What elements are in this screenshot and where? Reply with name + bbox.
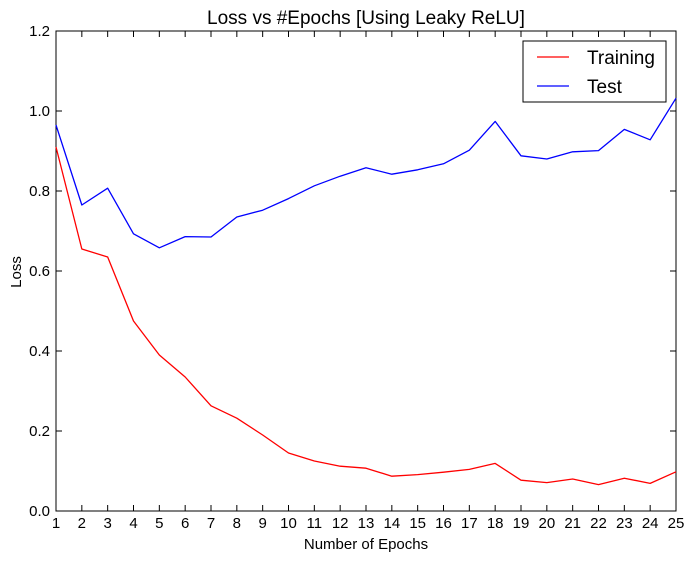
y-tick-label: 0.0 <box>29 503 50 520</box>
y-tick-label: 0.2 <box>29 423 50 440</box>
x-axis-label: Number of Epochs <box>304 536 428 553</box>
x-tick-label: 19 <box>513 515 530 532</box>
legend-box <box>522 40 667 103</box>
x-tick-label: 15 <box>409 515 426 532</box>
legend: Training Test <box>522 40 667 103</box>
x-tick-label: 21 <box>564 515 581 532</box>
x-tick-label: 24 <box>642 515 659 532</box>
legend-label-training: Training <box>587 48 655 69</box>
legend-label-test: Test <box>587 77 623 98</box>
x-tick-label: 17 <box>461 515 478 532</box>
x-tick-label: 20 <box>538 515 555 532</box>
plot-area <box>55 30 677 512</box>
x-tick-label: 3 <box>103 515 111 532</box>
x-tick-label: 4 <box>129 515 137 532</box>
x-tick-label: 22 <box>590 515 607 532</box>
x-tick-label: 1 <box>52 515 60 532</box>
series-line-training <box>55 146 677 486</box>
y-axis-label: Loss <box>8 256 25 288</box>
axis-ticks: 1 2 3 4 5 6 7 8 9 10 11 12 13 14 15 16 17 18 19 20 21 22 23 24 2… <box>29 23 684 532</box>
x-tick-label: 18 <box>487 515 504 532</box>
x-tick-label: 16 <box>435 515 452 532</box>
series-line-test <box>55 97 677 249</box>
x-tick-label: 6 <box>181 515 189 532</box>
x-tick-label: 13 <box>358 515 375 532</box>
x-tick-label: 25 <box>668 515 685 532</box>
x-tick-label: 2 <box>78 515 86 532</box>
x-tick-label: 11 <box>307 515 323 532</box>
plot-frame <box>55 30 677 512</box>
chart-title: Loss vs #Epochs [Using Leaky ReLU] <box>207 8 525 29</box>
x-tick-label: 23 <box>616 515 633 532</box>
x-tick-label: 14 <box>383 515 400 532</box>
y-tick-label: 0.8 <box>29 183 50 200</box>
y-tick-label: 1.2 <box>29 23 50 40</box>
x-tick-label: 5 <box>155 515 163 532</box>
x-tick-label: 9 <box>258 515 266 532</box>
y-tick-label: 1.0 <box>29 103 50 120</box>
x-tick-label: 7 <box>207 515 215 532</box>
x-tick-label: 8 <box>233 515 241 532</box>
y-tick-label: 0.6 <box>29 263 50 280</box>
y-tick-label: 0.4 <box>29 343 50 360</box>
x-tick-label: 12 <box>332 515 349 532</box>
series-lines <box>55 97 677 486</box>
x-tick-label: 10 <box>280 515 297 532</box>
